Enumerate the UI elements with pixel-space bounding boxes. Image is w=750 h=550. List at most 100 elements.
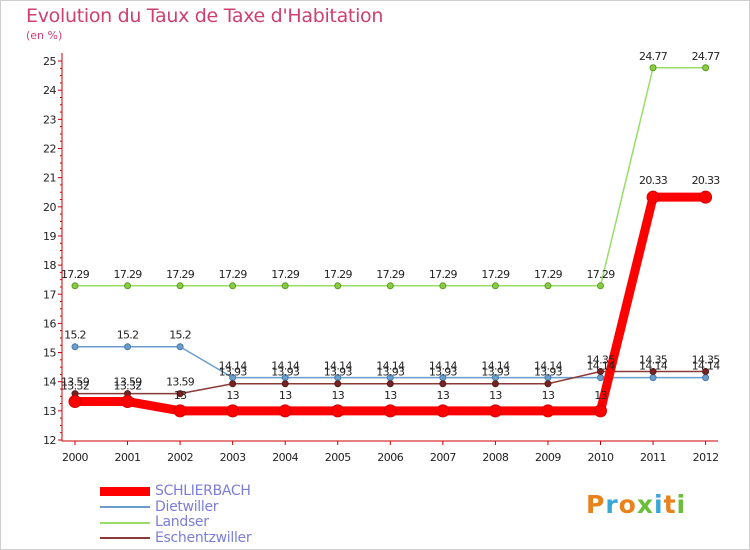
- data-label: 14.14: [534, 360, 563, 373]
- data-label: 17.29: [114, 268, 143, 281]
- data-point: [173, 404, 187, 418]
- data-label: 13.32: [114, 380, 142, 393]
- data-label: 14.14: [271, 360, 300, 373]
- data-label: 13.93: [534, 366, 563, 379]
- logo-letter: t: [663, 490, 677, 519]
- data-label: 14.35: [639, 353, 668, 366]
- legend-label: Dietwiller: [155, 498, 219, 515]
- x-tick-label: 2010: [588, 451, 614, 464]
- data-label: 14.14: [639, 360, 668, 373]
- data-label: 13: [542, 389, 555, 402]
- data-point: [124, 343, 132, 351]
- data-point: [597, 282, 604, 290]
- data-label: 14.14: [219, 360, 248, 373]
- data-label: 17.29: [166, 268, 195, 281]
- x-tick-label: 2000: [62, 451, 88, 464]
- legend-item: SCHLIERBACH: [100, 484, 251, 500]
- chart-legend: SCHLIERBACH Dietwiller Landser Eschentzwill…: [100, 484, 252, 547]
- data-point: [176, 343, 184, 351]
- data-point: [331, 404, 345, 418]
- logo-letter: i: [654, 490, 664, 519]
- data-label: 14.14: [324, 360, 353, 373]
- data-label: 13: [384, 389, 397, 402]
- data-point: [702, 64, 710, 72]
- data-label: 17.29: [376, 268, 405, 281]
- data-point: [176, 282, 184, 290]
- data-label: 15.2: [64, 329, 86, 342]
- line-chart: 12 13 14 15 16 17 18 19 20 21 22 23 24 25 2000 2001 2002…: [43, 50, 721, 464]
- data-label: 20.33: [639, 174, 668, 187]
- x-tick-label: 2008: [482, 451, 508, 464]
- data-label: 17.29: [271, 268, 300, 281]
- y-tick-label: 13: [43, 405, 56, 418]
- y-tick-label: 19: [43, 230, 56, 243]
- x-tick-label: 2011: [640, 451, 666, 464]
- data-label: 13: [174, 389, 187, 402]
- data-label: 13: [226, 389, 239, 402]
- y-tick-label: 20: [43, 201, 56, 214]
- data-label: 13.59: [61, 376, 90, 389]
- data-label: 14.14: [481, 360, 510, 373]
- data-point: [229, 380, 237, 388]
- x-tick-label: 2003: [220, 451, 246, 464]
- x-tick-label: 2012: [693, 451, 719, 464]
- data-point: [649, 367, 657, 375]
- legend-swatch: [100, 537, 150, 540]
- y-tick-label: 21: [43, 172, 56, 185]
- data-point: [541, 404, 555, 418]
- legend-swatch: [100, 487, 150, 497]
- data-point: [699, 190, 713, 204]
- data-point: [278, 404, 292, 418]
- data-label: 13.32: [61, 380, 89, 393]
- data-point: [176, 390, 184, 398]
- legend-swatch: [100, 521, 150, 524]
- data-point: [68, 395, 82, 409]
- chart-unit-label: (en %): [26, 29, 63, 42]
- data-point: [597, 374, 604, 382]
- data-point: [281, 380, 289, 388]
- data-point: [439, 380, 447, 388]
- data-label: 13.93: [481, 366, 510, 379]
- logo-letter: x: [636, 490, 654, 519]
- data-point: [597, 367, 604, 375]
- chart-data-labels: 17.29 17.29 17.29 17.29 17.29 17.29 17.29 17.29…: [61, 50, 721, 402]
- data-label: 13.59: [166, 376, 195, 389]
- data-label: 13.93: [429, 366, 458, 379]
- logo-letter: i: [676, 490, 687, 519]
- proxiti-logo: Proxiti: [586, 490, 686, 519]
- legend-item: Dietwiller: [100, 498, 251, 516]
- data-point: [383, 404, 397, 418]
- data-point: [334, 282, 342, 290]
- data-point: [226, 404, 240, 418]
- data-point: [649, 374, 657, 382]
- data-label: 24.77: [692, 50, 721, 63]
- data-label: 13: [279, 389, 292, 402]
- data-point: [594, 404, 607, 418]
- data-label: 14.14: [587, 360, 616, 373]
- data-label: 13: [437, 389, 450, 402]
- x-tick-label: 2005: [325, 451, 351, 464]
- legend-swatch: [100, 506, 150, 509]
- y-tick-label: 18: [43, 259, 56, 272]
- data-point: [488, 404, 502, 418]
- data-point: [124, 282, 132, 290]
- chart-series-lines: [68, 64, 713, 418]
- data-label: 13: [489, 389, 502, 402]
- legend-item: Landser: [100, 515, 251, 531]
- y-tick-label: 17: [43, 288, 56, 301]
- logo-letter: o: [618, 490, 637, 519]
- data-point: [646, 190, 660, 204]
- logo-letter: r: [605, 490, 619, 519]
- data-point: [436, 404, 450, 418]
- y-tick-label: 16: [43, 317, 56, 330]
- data-label: 17.29: [534, 268, 563, 281]
- data-label: 14.14: [376, 360, 405, 373]
- data-point: [439, 282, 447, 290]
- data-label: 13.93: [219, 366, 248, 379]
- legend-item: Eschentzwiller: [100, 530, 252, 547]
- data-label: 20.33: [692, 174, 721, 187]
- data-point: [386, 380, 394, 388]
- data-label: 13.93: [271, 366, 300, 379]
- data-point: [491, 282, 499, 290]
- x-tick-label: 2001: [115, 451, 141, 464]
